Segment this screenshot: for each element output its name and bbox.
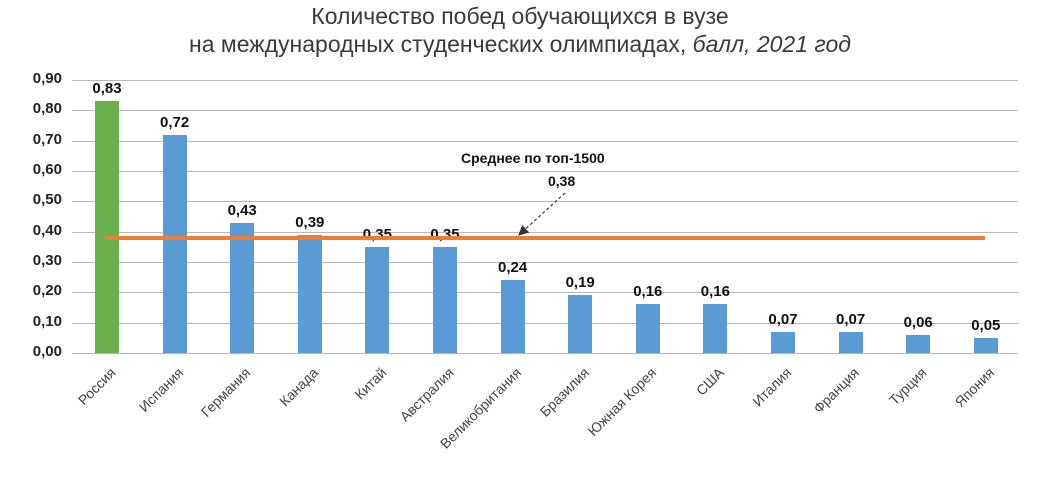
bar-value-label: 0,05 xyxy=(971,316,1001,334)
bar xyxy=(162,134,187,353)
bar xyxy=(95,101,119,353)
gridline xyxy=(72,201,1018,203)
bar xyxy=(973,337,998,353)
y-axis-tick-label: 0,50 xyxy=(32,191,62,209)
y-axis-tick-label: 0,80 xyxy=(32,100,62,118)
bar xyxy=(771,331,795,353)
bar-value-label: 0,16 xyxy=(633,283,663,301)
gridline xyxy=(72,171,1018,172)
gridline xyxy=(72,140,1018,142)
bar xyxy=(906,334,931,353)
bar xyxy=(297,234,322,353)
y-axis-tick-label: 0,30 xyxy=(32,252,62,269)
y-axis-tick-label: 0,60 xyxy=(32,161,62,178)
bar-value-label: 0,19 xyxy=(565,274,595,292)
bar xyxy=(703,304,728,353)
gridline xyxy=(72,231,1018,233)
y-axis-tick-label: 0,70 xyxy=(32,130,62,148)
gridline xyxy=(72,80,1018,81)
gridline xyxy=(72,292,1018,294)
bar xyxy=(500,280,525,353)
bar-value-label: 0,07 xyxy=(835,310,866,328)
bar-value-label: 0,07 xyxy=(768,310,798,328)
gridline xyxy=(72,262,1018,263)
bar xyxy=(838,331,863,353)
bar-value-label: 0,16 xyxy=(700,283,730,301)
average-reference-line xyxy=(105,235,985,240)
bar xyxy=(365,246,390,353)
chart-title-units: балл, 2021 год xyxy=(692,31,851,57)
bar-value-label: 0,72 xyxy=(159,113,190,131)
average-line-label: Среднее по топ-1500 xyxy=(461,150,605,166)
bar xyxy=(635,304,660,353)
chart-title-main: на международных студенческих олимпиадах… xyxy=(189,31,687,57)
y-axis-tick-label: 0,20 xyxy=(32,282,62,300)
y-axis-tick-label: 0,40 xyxy=(32,221,62,239)
bar-value-label: 0,24 xyxy=(497,259,528,277)
y-axis-tick-label: 0,10 xyxy=(32,312,62,330)
bar-value-label: 0,06 xyxy=(903,313,933,331)
bar xyxy=(230,222,255,353)
chart-title-line-2: на международных студенческих олимпиадах… xyxy=(0,30,1040,58)
chart-title-line-1: Количество побед обучающихся в вузе xyxy=(311,3,729,29)
bar-value-label: 0,43 xyxy=(227,201,257,219)
gridline xyxy=(72,322,1018,324)
y-axis-tick-label: 0,90 xyxy=(32,70,62,87)
y-axis-tick-label: 0,00 xyxy=(32,343,62,360)
bar-value-label: 0,83 xyxy=(92,80,122,98)
gridline xyxy=(72,353,1018,354)
bar xyxy=(568,295,593,353)
bar xyxy=(433,246,457,353)
average-line-value: 0,38 xyxy=(548,173,576,189)
gridline xyxy=(72,110,1018,112)
bar-value-label: 0,39 xyxy=(295,213,325,231)
